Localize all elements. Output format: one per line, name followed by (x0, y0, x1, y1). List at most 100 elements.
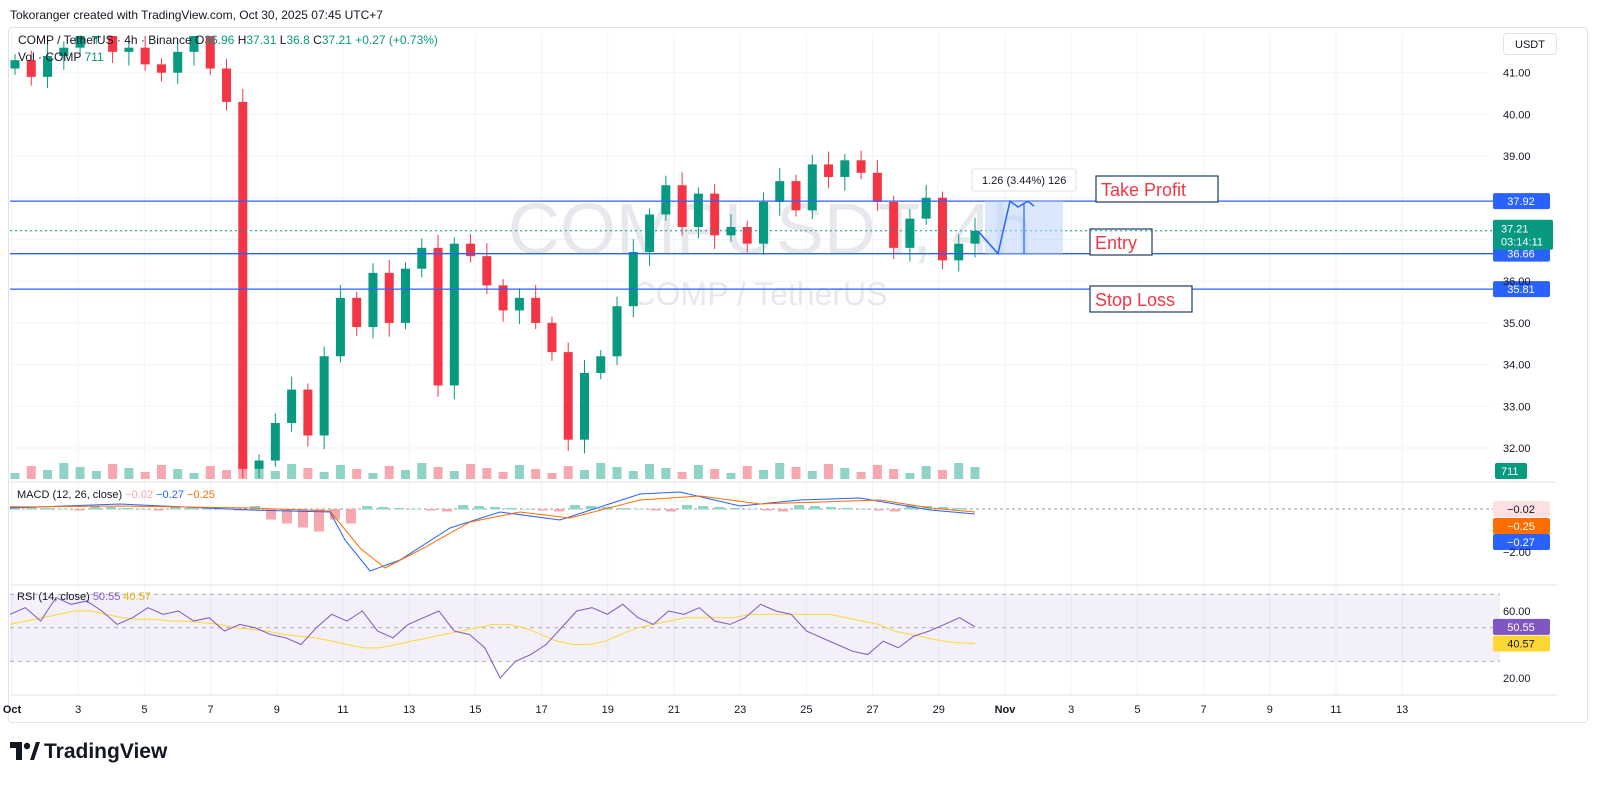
candle-body (189, 36, 199, 52)
price-axis: 41.00 40.00 39.00 36.00 35.00 34.00 33.00 32.00… (1495, 68, 1531, 479)
volume-bar (433, 467, 443, 479)
macd-histogram-bar (650, 509, 660, 511)
volume-bars (10, 463, 980, 479)
macd-histogram-bar (682, 505, 692, 510)
macd-line (9, 491, 976, 572)
time-tick: 17 (535, 704, 547, 716)
macd-histogram-bar (874, 509, 884, 511)
low-value: 36.8 (286, 33, 310, 47)
macd-histogram-bar (474, 506, 484, 510)
macd-histogram-bar (26, 507, 36, 510)
candle-body (303, 389, 313, 436)
candle-body (824, 164, 834, 177)
time-tick: 9 (1267, 704, 1273, 716)
macd-histogram-bar (458, 505, 468, 510)
candle-body (596, 356, 606, 373)
rsi-badge-bg (1493, 618, 1550, 635)
candle-body (433, 247, 443, 386)
candle-body (26, 60, 36, 77)
macd-histogram-bar (538, 509, 548, 511)
candle-body (921, 197, 931, 219)
macd-histogram-bar (202, 508, 212, 510)
macd-histogram-bar (954, 508, 964, 510)
price-badge-text: 35.81 (1507, 284, 1535, 296)
macd-histogram-bar (42, 508, 52, 510)
candle-body (401, 268, 411, 323)
open-label: O (194, 33, 205, 47)
macd-histogram-bar (170, 506, 180, 510)
time-tick: 7 (208, 704, 214, 716)
volume-bar (303, 468, 313, 479)
candle-body (807, 164, 817, 211)
rsi-badge: 40.57 (1507, 639, 1535, 651)
price-tick: 33.00 (1503, 401, 1531, 413)
watermark-name: COMP / TetherUS (633, 276, 888, 312)
macd-hist-value: −0.02 (125, 489, 154, 501)
close-label: C (313, 33, 322, 47)
candle-body (417, 247, 427, 269)
volume-bar (498, 472, 508, 479)
annotation-box (1089, 228, 1153, 256)
time-tick: Nov (995, 704, 1017, 716)
macd-legend[interactable]: MACD (12, 26, close) −0.02 −0.27 −0.25 (17, 489, 215, 501)
volume-bar (579, 470, 589, 479)
volume-bar (222, 470, 232, 479)
candle-body (856, 160, 866, 173)
volume-bar (140, 472, 150, 479)
time-tick: 19 (602, 704, 614, 716)
volume-label[interactable]: Vol · COMP (18, 50, 82, 64)
volume-bar (59, 463, 69, 479)
currency-button[interactable]: USDT (1503, 33, 1557, 55)
macd-line-value: −0.27 (156, 489, 184, 501)
time-tick: 27 (866, 704, 878, 716)
price-badge: 37.92 (1493, 193, 1550, 210)
time-tick: 3 (1068, 704, 1074, 716)
chart-caption: Tokoranger created with TradingView.com,… (10, 8, 383, 22)
ohlc-legend: COMP / TetherUS · 4h · Binance O36.96 H3… (18, 33, 438, 47)
volume-bar (189, 473, 199, 479)
macd-histogram-bar (282, 509, 292, 524)
symbol-label[interactable]: COMP / TetherUS · 4h · Binance (18, 33, 192, 47)
volume-bar (335, 465, 345, 479)
volume-bar (596, 463, 606, 479)
macd-histogram-bar (266, 509, 276, 520)
time-tick: 9 (274, 704, 280, 716)
open-value: 36.96 (204, 33, 235, 47)
macd-histogram-bar (570, 505, 580, 510)
volume-bar (449, 471, 459, 479)
macd-histogram-bar (490, 507, 500, 510)
volume-bar (742, 466, 752, 479)
candle-body (547, 322, 557, 353)
rsi-legend[interactable]: RSI (14, close) 50.55 40.57 (17, 591, 151, 603)
macd-histogram-bar (394, 508, 404, 510)
macd-badge: −0.02 (1507, 504, 1535, 516)
macd-histogram-bar (346, 509, 356, 524)
last-price-bg (1493, 219, 1553, 250)
volume-value: 711 (84, 50, 104, 64)
candle-body (872, 172, 882, 202)
macd-histogram-bar (810, 506, 820, 510)
macd-histogram-bar (426, 509, 436, 511)
price-badge-text: 37.92 (1507, 196, 1535, 208)
candle-body (645, 214, 655, 253)
high-value: 37.31 (246, 33, 277, 47)
candle-body (466, 243, 476, 257)
candle-body (449, 243, 459, 386)
macd-histogram-bar (842, 508, 852, 510)
candle-body (612, 306, 622, 357)
candle-body (238, 101, 248, 469)
candle-body (758, 201, 768, 244)
volume-bar (954, 463, 964, 479)
volume-bar (205, 466, 215, 479)
volume-bar (612, 467, 622, 479)
macd-histogram-bar (410, 509, 420, 510)
macd-histogram-bar (746, 509, 756, 510)
macd-histogram-bar (122, 508, 132, 510)
macd-histogram-bar (362, 506, 372, 510)
price-tick: 32.00 (1503, 443, 1531, 455)
candle-body (222, 68, 232, 102)
candle-body (970, 230, 980, 244)
price-badge-bg (1493, 281, 1550, 298)
